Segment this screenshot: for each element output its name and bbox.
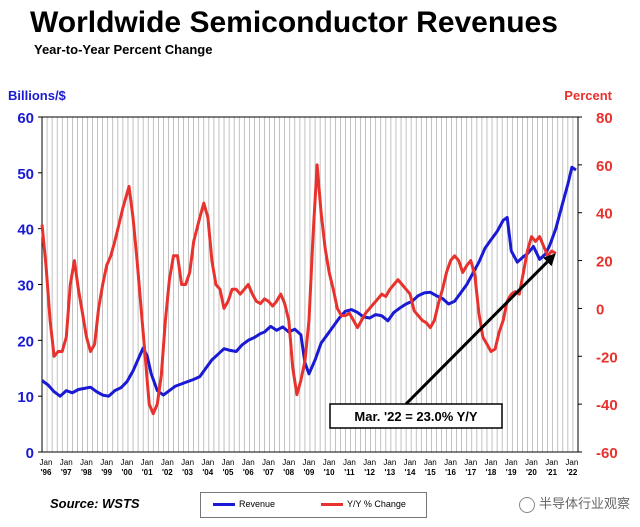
x-tick-month: Jan bbox=[505, 458, 518, 467]
annotation-text: Mar. '22 = 23.0% Y/Y bbox=[354, 409, 478, 424]
x-tick-month: Jan bbox=[242, 458, 255, 467]
x-tick-year: '04 bbox=[202, 468, 213, 477]
page-subtitle: Year-to-Year Percent Change bbox=[34, 42, 213, 57]
x-tick-month: Jan bbox=[201, 458, 214, 467]
right-tick-label: -60 bbox=[596, 445, 618, 462]
right-tick-label: 60 bbox=[596, 158, 613, 175]
x-tick-month: Jan bbox=[525, 458, 538, 467]
x-tick-year: '09 bbox=[304, 468, 315, 477]
x-tick-year: '03 bbox=[182, 468, 193, 477]
grid-lines bbox=[41, 117, 579, 452]
x-tick-month: Jan bbox=[464, 458, 477, 467]
x-tick-year: '13 bbox=[384, 468, 395, 477]
right-axis: -60 -40 -20 0 20 40 60 80 bbox=[578, 110, 618, 462]
annotation-arrow bbox=[404, 260, 549, 406]
x-tick-year: '17 bbox=[465, 468, 476, 477]
annotation-arrow-head bbox=[543, 253, 556, 267]
x-tick-year: '07 bbox=[263, 468, 274, 477]
x-tick-month: Jan bbox=[485, 458, 498, 467]
left-tick-label: 40 bbox=[17, 222, 34, 239]
left-tick-label: 0 bbox=[26, 445, 34, 462]
x-tick-year: '96 bbox=[41, 468, 52, 477]
x-tick-month: Jan bbox=[383, 458, 396, 467]
right-tick-label: -40 bbox=[596, 397, 618, 414]
x-tick-year: '14 bbox=[405, 468, 416, 477]
x-tick-month: Jan bbox=[141, 458, 154, 467]
x-tick-year: '97 bbox=[61, 468, 72, 477]
legend-label-revenue: Revenue bbox=[239, 499, 276, 509]
x-tick-year: '10 bbox=[324, 468, 335, 477]
x-tick-month: Jan bbox=[444, 458, 457, 467]
x-tick-year: '20 bbox=[526, 468, 537, 477]
watermark: 半导体行业观察 bbox=[518, 493, 630, 513]
x-tick-year: '02 bbox=[162, 468, 173, 477]
x-tick-year: '12 bbox=[364, 468, 375, 477]
right-tick-label: 40 bbox=[596, 206, 613, 223]
left-tick-label: 20 bbox=[17, 333, 34, 350]
x-tick-month: Jan bbox=[222, 458, 235, 467]
x-tick-year: '22 bbox=[566, 468, 577, 477]
left-tick-label: 30 bbox=[17, 278, 34, 295]
x-tick-month: Jan bbox=[404, 458, 417, 467]
left-tick-label: 60 bbox=[17, 110, 34, 127]
source-note: Source: WSTS bbox=[50, 496, 140, 511]
x-tick-month: Jan bbox=[120, 458, 133, 467]
right-tick-label: 0 bbox=[596, 301, 604, 318]
x-tick-month: Jan bbox=[60, 458, 73, 467]
x-tick-month: Jan bbox=[565, 458, 578, 467]
x-tick-month: Jan bbox=[282, 458, 295, 467]
x-tick-month: Jan bbox=[40, 458, 53, 467]
legend-item-change: Y/Y % Change bbox=[321, 499, 406, 509]
x-tick-year: '19 bbox=[506, 468, 517, 477]
right-tick-label: 80 bbox=[596, 110, 613, 127]
legend-label-change: Y/Y % Change bbox=[347, 499, 406, 509]
annotation: Mar. '22 = 23.0% Y/Y bbox=[329, 253, 556, 429]
left-axis: 0 10 20 30 40 50 60 bbox=[17, 110, 42, 462]
x-tick-year: '08 bbox=[283, 468, 294, 477]
x-tick-year: '05 bbox=[223, 468, 234, 477]
x-tick-month: Jan bbox=[323, 458, 336, 467]
x-tick-year: '99 bbox=[101, 468, 112, 477]
left-axis-title: Billions/$ bbox=[8, 88, 66, 103]
x-tick-year: '21 bbox=[546, 468, 557, 477]
x-tick-month: Jan bbox=[363, 458, 376, 467]
page-title: Worldwide Semiconductor Revenues bbox=[30, 6, 558, 39]
x-axis: Jan'96Jan'97Jan'98Jan'99Jan'00Jan'01Jan'… bbox=[40, 458, 579, 477]
x-tick-month: Jan bbox=[262, 458, 275, 467]
right-tick-label: -20 bbox=[596, 349, 618, 366]
legend-swatch-revenue bbox=[213, 503, 235, 507]
right-tick-label: 20 bbox=[596, 254, 613, 271]
revenue-series-line bbox=[41, 165, 577, 398]
x-tick-month: Jan bbox=[161, 458, 174, 467]
x-tick-year: '00 bbox=[121, 468, 132, 477]
x-tick-month: Jan bbox=[181, 458, 194, 467]
right-axis-title: Percent bbox=[564, 88, 612, 103]
x-tick-month: Jan bbox=[545, 458, 558, 467]
x-tick-month: Jan bbox=[80, 458, 93, 467]
watermark-text: 半导体行业观察 bbox=[538, 496, 630, 511]
legend-item-revenue: Revenue bbox=[213, 499, 275, 509]
x-tick-year: '01 bbox=[142, 468, 153, 477]
x-tick-month: Jan bbox=[302, 458, 315, 467]
x-tick-year: '98 bbox=[81, 468, 92, 477]
left-tick-label: 50 bbox=[17, 166, 34, 183]
x-tick-month: Jan bbox=[343, 458, 356, 467]
x-tick-year: '15 bbox=[425, 468, 436, 477]
wechat-icon bbox=[518, 496, 535, 513]
x-tick-year: '18 bbox=[486, 468, 497, 477]
left-tick-label: 10 bbox=[17, 389, 34, 406]
chart-legend: Revenue Y/Y % Change bbox=[200, 492, 427, 518]
x-tick-month: Jan bbox=[100, 458, 113, 467]
legend-swatch-change bbox=[321, 503, 343, 507]
annotation-box bbox=[329, 403, 503, 429]
x-tick-year: '16 bbox=[445, 468, 456, 477]
x-tick-year: '06 bbox=[243, 468, 254, 477]
x-tick-year: '11 bbox=[344, 468, 355, 477]
change-series-line bbox=[40, 163, 557, 416]
x-tick-month: Jan bbox=[424, 458, 437, 467]
